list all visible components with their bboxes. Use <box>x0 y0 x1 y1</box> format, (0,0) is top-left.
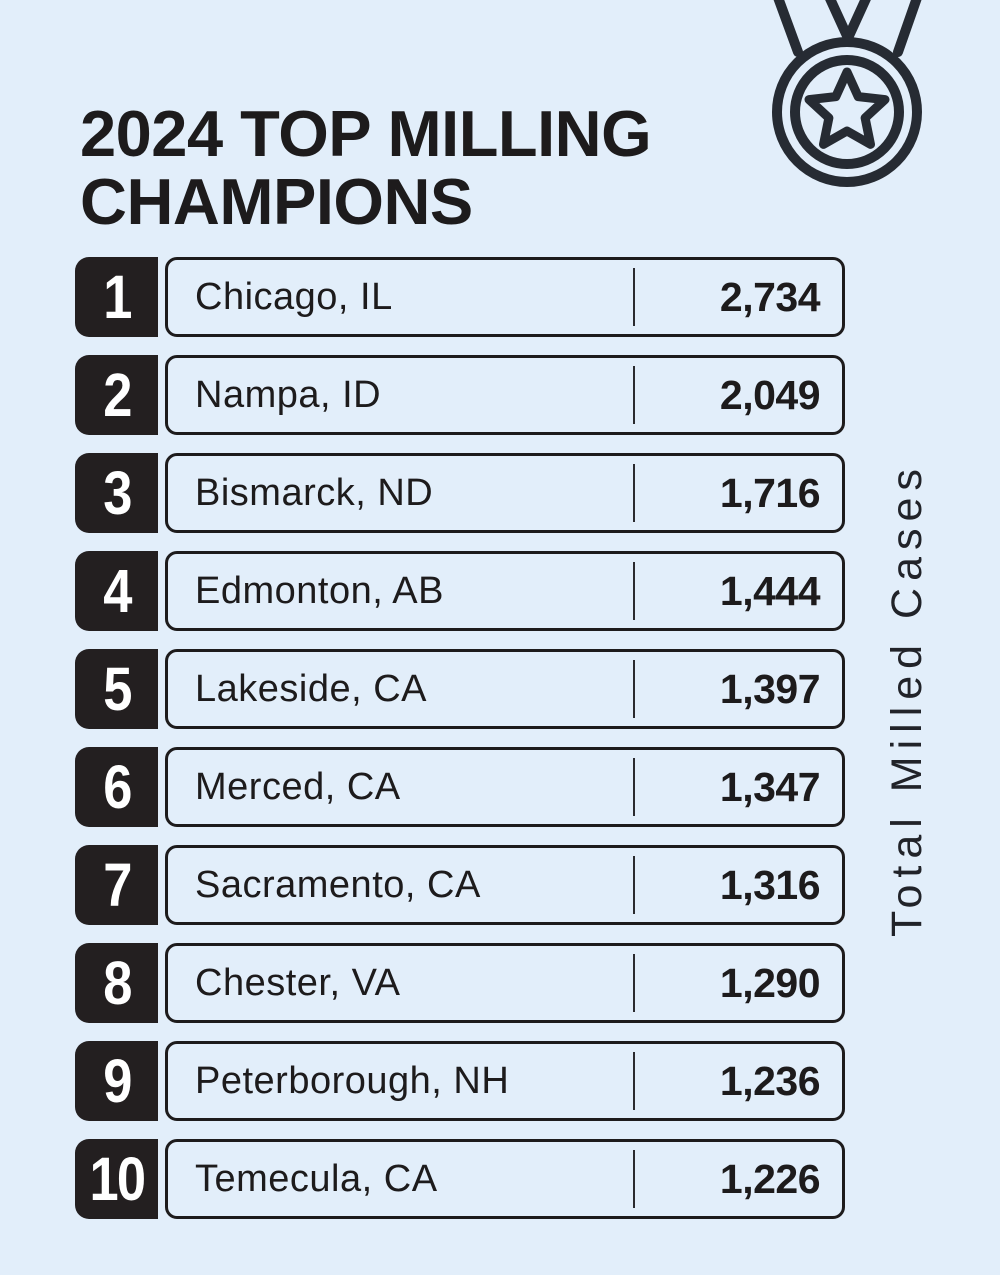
medal-inner-circle <box>790 55 904 169</box>
ranking-row: 5 Lakeside, CA 1,397 <box>75 649 845 729</box>
y-axis-label: Total Milled Cases <box>883 462 931 937</box>
row-divider <box>633 268 635 326</box>
ranking-list: 1 Chicago, IL 2,734 2 Nampa, ID 2,049 3 <box>75 257 845 1219</box>
city-label: Chicago, IL <box>195 275 393 318</box>
row-divider <box>633 1150 635 1208</box>
row-card: Sacramento, CA 1,316 <box>165 845 845 925</box>
rank-badge: 1 <box>75 257 158 337</box>
case-count: 1,444 <box>719 567 821 614</box>
rank-badge: 5 <box>75 649 158 729</box>
case-count: 1,290 <box>719 959 821 1006</box>
city-label: Bismarck, ND <box>195 471 434 514</box>
row-card: Edmonton, AB 1,444 <box>165 551 845 631</box>
rank-badge: 10 <box>75 1139 158 1219</box>
row-divider <box>633 660 635 718</box>
rank-number: 5 <box>102 655 132 723</box>
row-divider <box>633 562 635 620</box>
rank-number: 10 <box>89 1145 146 1213</box>
rank-number: 2 <box>102 361 132 429</box>
city-label: Edmonton, AB <box>195 569 444 612</box>
ranking-row: 2 Nampa, ID 2,049 <box>75 355 845 435</box>
ranking-row: 8 Chester, VA 1,290 <box>75 943 845 1023</box>
medal-icon <box>772 0 922 187</box>
city-label: Chester, VA <box>195 961 401 1004</box>
row-divider <box>633 856 635 914</box>
rank-badge: 4 <box>75 551 158 631</box>
page-title-line-2: CHAMPIONS <box>80 164 473 238</box>
rank-badge: 8 <box>75 943 158 1023</box>
ranking-row: 7 Sacramento, CA 1,316 <box>75 845 845 925</box>
rank-number: 7 <box>102 851 132 919</box>
medal-ribbon-outer-right <box>893 0 922 57</box>
row-card: Chester, VA 1,290 <box>165 943 845 1023</box>
row-card: Bismarck, ND 1,716 <box>165 453 845 533</box>
case-count: 1,397 <box>719 665 821 712</box>
rank-badge: 6 <box>75 747 158 827</box>
row-divider <box>633 464 635 522</box>
city-label: Merced, CA <box>195 765 401 808</box>
case-count: 1,236 <box>719 1057 821 1104</box>
ranking-row: 1 Chicago, IL 2,734 <box>75 257 845 337</box>
row-card: Peterborough, NH 1,236 <box>165 1041 845 1121</box>
medal-star-icon <box>804 67 890 149</box>
medal-ribbon-outer-left <box>773 0 803 57</box>
ranking-row: 3 Bismarck, ND 1,716 <box>75 453 845 533</box>
row-divider <box>633 954 635 1012</box>
row-divider <box>633 366 635 424</box>
rank-badge: 3 <box>75 453 158 533</box>
case-count: 1,226 <box>719 1155 821 1202</box>
city-label: Sacramento, CA <box>195 863 481 906</box>
city-label: Nampa, ID <box>195 373 382 416</box>
case-count: 1,716 <box>719 469 821 516</box>
rank-number: 8 <box>102 949 132 1017</box>
row-divider <box>633 1052 635 1110</box>
rank-number: 9 <box>102 1047 132 1115</box>
city-label: Temecula, CA <box>195 1157 438 1200</box>
case-count: 1,316 <box>719 861 821 908</box>
row-card: Nampa, ID 2,049 <box>165 355 845 435</box>
page-title: 2024 TOP MILLING CHAMPIONS <box>80 96 652 238</box>
rank-badge: 2 <box>75 355 158 435</box>
row-card: Temecula, CA 1,226 <box>165 1139 845 1219</box>
rank-number: 3 <box>102 459 132 527</box>
city-label: Lakeside, CA <box>195 667 428 710</box>
case-count: 2,734 <box>719 273 821 320</box>
medal-ribbon-inner-v <box>825 0 871 43</box>
ranking-row: 6 Merced, CA 1,347 <box>75 747 845 827</box>
ranking-row: 9 Peterborough, NH 1,236 <box>75 1041 845 1121</box>
city-label: Peterborough, NH <box>195 1059 510 1102</box>
row-divider <box>633 758 635 816</box>
page-title-line-1: 2024 TOP MILLING <box>80 96 652 170</box>
case-count: 2,049 <box>719 371 821 418</box>
rank-number: 1 <box>102 263 132 331</box>
rank-number: 6 <box>102 753 132 821</box>
rank-badge: 9 <box>75 1041 158 1121</box>
ranking-row: 10 Temecula, CA 1,226 <box>75 1139 845 1219</box>
case-count: 1,347 <box>719 763 821 810</box>
row-card: Merced, CA 1,347 <box>165 747 845 827</box>
medal-outer-circle <box>772 37 922 187</box>
rank-badge: 7 <box>75 845 158 925</box>
ranking-row: 4 Edmonton, AB 1,444 <box>75 551 845 631</box>
rank-number: 4 <box>102 557 132 625</box>
row-card: Chicago, IL 2,734 <box>165 257 845 337</box>
row-card: Lakeside, CA 1,397 <box>165 649 845 729</box>
